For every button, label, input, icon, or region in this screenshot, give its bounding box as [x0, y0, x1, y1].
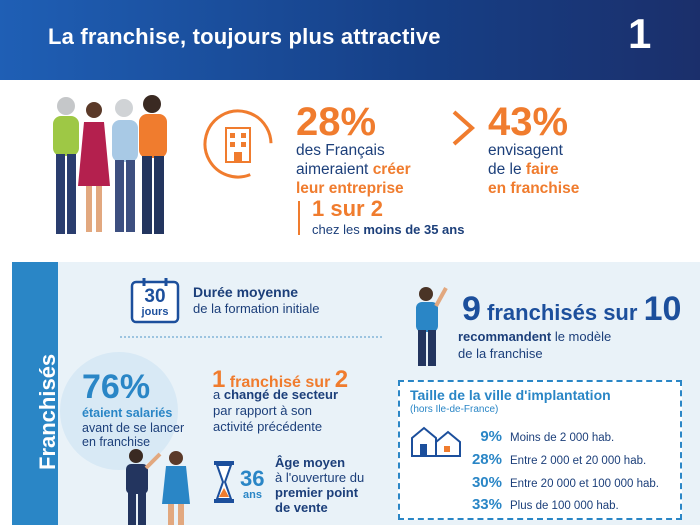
age-description: Âge moyen à l'ouverture du premier point… — [275, 455, 365, 515]
stat-nine-of-ten: 9 franchisés sur 10 — [462, 290, 682, 328]
stat-sector-description: a changé de secteur par rapport à son ac… — [213, 387, 338, 434]
dotted-divider — [120, 336, 382, 338]
page-number: 1 — [628, 10, 652, 57]
duration-subtitle: de la formation initiale — [193, 301, 320, 316]
stat-43-percent: 43% — [488, 100, 569, 144]
stat-76-description: avant de se lancer en franchise — [82, 421, 185, 449]
stat-one-in-two-description: chez les moins de 35 ans — [312, 222, 465, 237]
franchises-side-band — [12, 262, 58, 525]
two-people-illustration — [126, 449, 190, 525]
building-icon — [203, 109, 273, 179]
divider — [298, 201, 300, 235]
hourglass-icon — [214, 461, 234, 503]
city-size-row: 30% Entre 20 000 et 100 000 hab. — [471, 474, 659, 491]
stat-nine-of-ten-description: recommandent le modèle de la franchise — [458, 329, 612, 361]
duration-number: 30 — [144, 286, 166, 307]
city-size-row: 9% Moins de 2 000 hab. — [480, 428, 615, 445]
age-unit: ans — [243, 489, 262, 501]
city-size-title: Taille de la ville d'implantation — [410, 387, 611, 403]
waving-person-illustration — [416, 287, 448, 366]
stat-43-description: envisagent de le faire en franchise — [488, 142, 580, 197]
header-banner: La franchise, toujours plus attractive 1 — [0, 0, 700, 80]
duration-unit: jours — [141, 306, 169, 318]
city-size-row: 28% Entre 2 000 et 20 000 hab. — [471, 451, 647, 468]
stat-76-title: étaient salariés — [82, 406, 173, 420]
age-number: 36 — [240, 466, 265, 491]
highlight-circle — [60, 352, 178, 470]
stat-76-percent: 76% — [82, 368, 151, 406]
duration-title: Durée moyenne — [193, 284, 299, 300]
stat-28-description: des Français aimeraient créer leur entre… — [296, 142, 411, 197]
chevron-right-icon — [452, 110, 476, 146]
houses-icon — [411, 426, 461, 457]
stat-one-in-two-sector: 1 franchisé sur 2 — [212, 366, 349, 393]
page-title: La franchise, toujours plus attractive — [48, 24, 441, 49]
city-size-box — [398, 380, 682, 520]
stat-28-percent: 28% — [296, 100, 377, 144]
city-size-row: 33% Plus de 100 000 hab. — [471, 496, 619, 513]
city-size-note: (hors Ile-de-France) — [410, 404, 499, 415]
calendar-icon — [130, 278, 180, 324]
people-group-illustration — [53, 95, 167, 234]
franchises-label: Franchisés — [35, 353, 60, 470]
stat-one-in-two: 1 sur 2 — [312, 196, 383, 221]
